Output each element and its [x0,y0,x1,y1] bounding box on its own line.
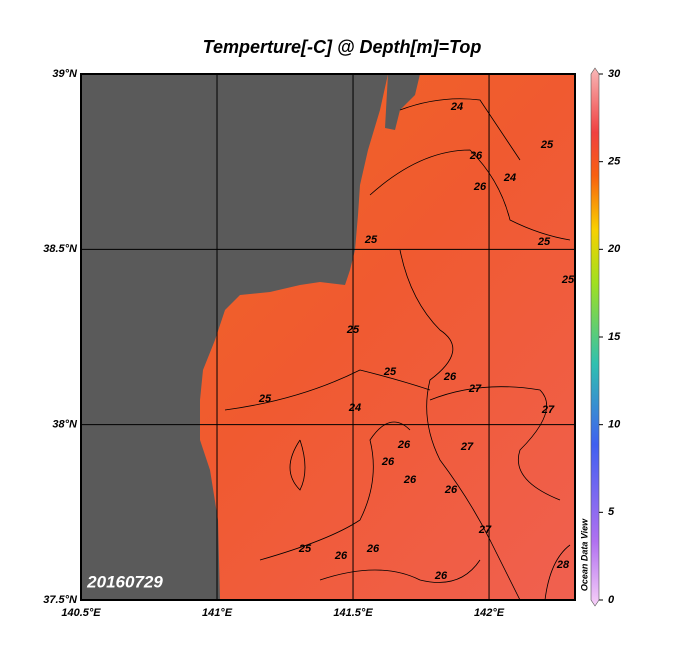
x-tick-label: 141.5°E [333,607,373,619]
contour-label: 25 [540,139,554,151]
x-tick-label: 142°E [474,607,505,619]
contour-label: 25 [364,234,378,246]
contour-label: 24 [450,101,463,113]
contour-label: 28 [556,559,570,571]
y-tick-label: 38°N [52,419,78,431]
contour-label: 25 [561,274,575,286]
contour-label: 26 [397,439,411,451]
colorbar-tick-label: 0 [608,594,615,606]
date-label: 20160729 [86,572,163,591]
watermark: Ocean Data View [579,518,589,591]
y-tick-label: 37.5°N [43,594,78,606]
contour-line [369,149,571,241]
x-tick-label: 140.5°E [61,607,101,619]
contour-line [399,98,521,161]
contour-label: 24 [503,172,516,184]
contour-label: 24 [348,402,361,414]
contour-label: 26 [444,484,458,496]
contour-label: 26 [443,371,457,383]
contour-label: 25 [346,324,360,336]
colorbar-tick-label: 5 [608,506,615,518]
contour-line [399,249,521,600]
colorbar [590,67,600,607]
land [385,74,420,130]
contour-label: 26 [366,543,380,555]
contour-label: 25 [298,543,312,555]
contour-label: 27 [541,404,555,416]
contour-label: 27 [478,524,492,536]
contour-label: 26 [334,550,348,562]
contour-label: 27 [460,441,474,453]
contour-label: 26 [381,456,395,468]
contour-line [224,369,431,411]
contour-line [289,439,306,491]
contour-line [319,559,481,583]
contour-label: 25 [383,366,397,378]
contour-label: 26 [403,474,417,486]
contour-label: 25 [537,236,551,248]
x-tick-label: 141°E [202,607,233,619]
land [81,74,388,600]
contour-label: 26 [473,181,487,193]
colorbar-tick-label: 15 [608,331,621,343]
contour-label: 26 [469,150,483,162]
contour-label: 27 [468,383,482,395]
contour-label: 26 [434,570,448,582]
colorbar-tick-label: 20 [607,243,621,255]
colorbar-tick-label: 25 [607,156,621,168]
y-tick-label: 39°N [52,68,78,80]
map-title: Temperture[-C] @ Depth[m]=Top [203,37,482,57]
colorbar-tick-label: 10 [608,419,621,431]
map-area [81,74,575,600]
contour-line [429,386,561,501]
contour-line [544,544,571,600]
y-tick-label: 38.5°N [43,243,78,255]
contour-label: 25 [258,393,272,405]
map-frame [80,73,576,601]
colorbar-tick-label: 30 [608,68,621,80]
